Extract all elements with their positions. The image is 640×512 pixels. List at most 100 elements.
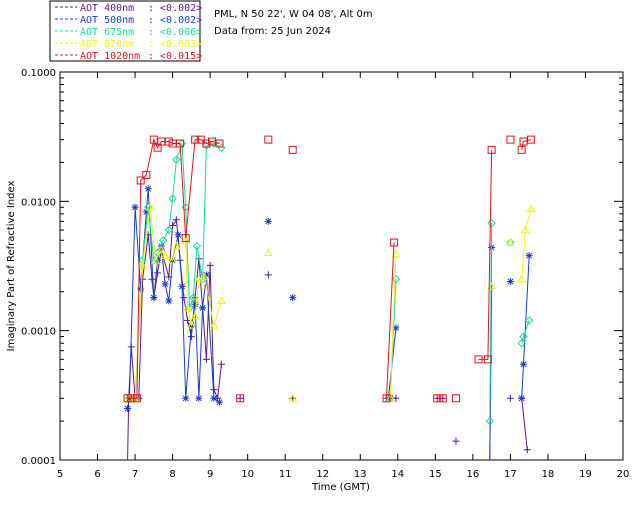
data-point: [523, 446, 531, 454]
data-point: [191, 300, 199, 308]
legend-label: AOT 400nm: [80, 3, 134, 14]
data-point: [519, 137, 528, 146]
data-point: [159, 236, 168, 245]
data-point: [202, 355, 210, 363]
data-point: [236, 394, 244, 402]
data-point: [391, 249, 401, 258]
data-point: [525, 252, 533, 260]
data-point: [142, 208, 150, 216]
data-point: [142, 170, 151, 179]
data-point: [149, 135, 158, 144]
data-point: [526, 203, 536, 212]
data-point: [264, 217, 272, 225]
data-point: [172, 241, 181, 250]
data-point: [474, 355, 483, 364]
data-point: [209, 320, 219, 329]
data-point: [452, 437, 460, 445]
plot-frame: [59, 71, 624, 461]
data-point: [518, 394, 526, 402]
data-point: [216, 398, 224, 406]
data-point: [506, 135, 515, 144]
data-point: [206, 261, 214, 269]
data-point: [150, 294, 158, 302]
series-aot-870nm: [125, 202, 536, 402]
data-point: [181, 235, 191, 244]
data-point: [200, 272, 209, 281]
data-point: [506, 277, 514, 285]
data-point: [264, 135, 273, 144]
data-point: [236, 394, 245, 403]
data-point: [263, 248, 273, 257]
legend-stat: : <0.002>: [148, 15, 202, 26]
x-tick-label: 16: [466, 469, 479, 480]
data-point: [483, 355, 492, 364]
data-point: [208, 137, 217, 146]
data-point: [168, 255, 177, 264]
x-tick-label: 6: [94, 469, 100, 480]
data-point: [183, 303, 192, 312]
series-aot-400nm: [125, 216, 531, 461]
data-point: [138, 260, 147, 269]
data-point: [195, 394, 203, 402]
data-point: [217, 296, 226, 305]
x-tick-label: 7: [132, 469, 138, 480]
series-line: [521, 208, 532, 280]
data-point: [176, 139, 185, 148]
series-line: [489, 222, 493, 422]
legend-label: AOT 1020nm: [80, 51, 140, 62]
data-point: [189, 293, 198, 302]
series-line: [478, 149, 493, 360]
x-tick-label: 18: [542, 469, 555, 480]
data-point: [521, 225, 530, 234]
data-point: [288, 145, 297, 154]
data-point: [143, 203, 153, 212]
x-tick-label: 9: [207, 469, 213, 480]
legend-label: AOT 870nm: [80, 39, 134, 50]
data-point: [157, 137, 166, 146]
data-point: [433, 394, 442, 403]
data-point: [289, 294, 297, 302]
data-point: [506, 238, 515, 246]
data-point: [451, 394, 460, 403]
data-point: [202, 139, 211, 148]
series-line: [521, 398, 528, 450]
y-tick-label: 0.1000: [21, 68, 56, 79]
data-point: [199, 304, 207, 312]
data-point: [191, 135, 200, 144]
legend-label: AOT 500nm: [80, 15, 134, 26]
data-point: [391, 274, 401, 284]
data-point: [160, 251, 170, 259]
data-point: [288, 393, 298, 402]
data-point: [180, 294, 188, 302]
data-point: [187, 320, 196, 329]
date-info: Data from: 25 Jun 2024: [214, 26, 331, 37]
data-point: [168, 139, 177, 148]
data-point: [487, 145, 496, 154]
data-point: [168, 194, 177, 203]
series-line: [127, 188, 220, 409]
legend-stat: : <0.003>: [148, 39, 202, 50]
y-tick-label: 0.0010: [21, 327, 56, 338]
data-point: [264, 271, 272, 279]
data-point: [506, 394, 514, 402]
legend-label: AOT 675nm: [80, 27, 134, 38]
data-point: [194, 274, 204, 283]
data-point: [181, 234, 190, 243]
data-point: [132, 394, 141, 403]
site-info: PML, N 50 22', W 04 08', Alt 0m: [214, 9, 373, 20]
data-point: [520, 360, 528, 368]
data-point: [382, 394, 391, 403]
series-aot-1020nm: [123, 135, 536, 403]
data-point: [517, 274, 527, 283]
data-point: [517, 145, 526, 154]
x-tick-label: 10: [241, 469, 254, 480]
data-point: [161, 280, 169, 288]
x-tick-label: 12: [316, 469, 329, 480]
x-tick-label: 17: [504, 469, 517, 480]
data-point: [165, 297, 173, 305]
data-point: [192, 241, 202, 251]
x-tick-label: 5: [57, 469, 63, 480]
data-point: [136, 176, 145, 185]
data-point: [485, 416, 494, 426]
